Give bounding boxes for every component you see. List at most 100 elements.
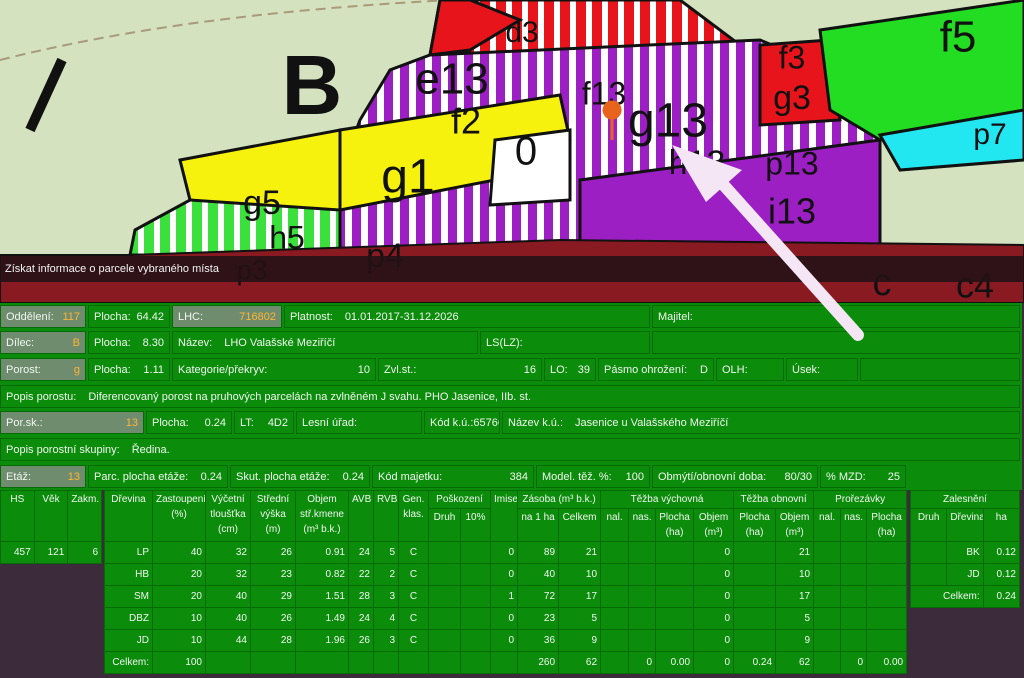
cell-value <box>490 651 519 674</box>
column-subheader: Objem (m³) <box>775 508 815 542</box>
cell-value <box>600 607 630 630</box>
info-cell: OLH: <box>716 358 784 381</box>
field-label: Název: <box>178 336 213 349</box>
field-value: 39 <box>577 363 590 376</box>
info-cell: Parc. plocha etáže: 0.24 <box>88 465 228 488</box>
header-row: HS Věk Zakm. <box>0 490 102 542</box>
cell-value <box>813 607 842 630</box>
field-label: Platnost: <box>290 310 333 323</box>
field-value: D <box>700 363 708 376</box>
cell-value: 5 <box>558 607 602 630</box>
field-label: LT: <box>240 416 254 429</box>
cell-value: 32 <box>205 541 251 564</box>
cell-value <box>866 563 908 586</box>
field-label: Majitel: <box>658 310 693 323</box>
column-header: HS <box>0 490 35 542</box>
field-label: Plocha: <box>152 416 189 429</box>
info-cell: Etáž: 13 <box>0 465 86 488</box>
map-label: g13 <box>628 95 708 148</box>
info-cell: Model. těž. %: 100 <box>536 465 650 488</box>
cell-value: 29 <box>250 585 296 608</box>
field-label: OLH: <box>722 363 748 376</box>
cell-value: 121 <box>33 541 69 564</box>
parcel <box>758 38 842 127</box>
cell-value <box>866 541 908 564</box>
cell-value <box>655 585 695 608</box>
column-subheader: Plocha (ha) <box>655 508 695 542</box>
info-cell: Kód majetku: 384 <box>372 465 534 488</box>
cell-value <box>459 541 492 564</box>
info-cell: Majitel: <box>652 305 1020 328</box>
column-subheader: Objem (m³) <box>693 508 735 542</box>
cell-value: 26 <box>250 607 296 630</box>
info-cell: % MZD: 25 <box>820 465 906 488</box>
field-value: 64.42 <box>136 310 164 323</box>
field-value: 1.11 <box>143 363 164 376</box>
cell-value <box>428 629 461 652</box>
info-cell: LHC: 716802 <box>172 305 282 328</box>
data-row: SM 20 40 29 1.51 28 3 C 1 72 17 0 17 <box>104 585 908 608</box>
info-panel: Oddělení: 117 Plocha: 64.42 LHC: 716802 Platno… <box>0 303 1022 490</box>
column-subheader: nas. <box>628 508 657 542</box>
field-value: 8.30 <box>142 336 164 349</box>
cell-value <box>840 541 868 564</box>
cell-value <box>600 629 630 652</box>
cell-value: 457 <box>0 541 35 564</box>
field-value: 0.24 <box>204 416 226 429</box>
cell-value <box>733 585 777 608</box>
cell-value: C <box>398 585 429 608</box>
column-subheader: nal. <box>600 508 630 542</box>
field-value: 100 <box>625 470 644 483</box>
cell-value: 20 <box>152 563 206 586</box>
cell-value: 6 <box>67 541 102 564</box>
cell-value: 0.00 <box>655 651 695 674</box>
cell-value <box>733 607 777 630</box>
field-label: Por.sk.: <box>6 416 43 429</box>
field-label: Pásmo ohrožení: <box>604 363 688 376</box>
field-value: 10 <box>357 363 370 376</box>
info-cell: Plocha: 0.24 <box>146 411 232 434</box>
column-header: Dřevina <box>104 490 153 542</box>
cell-value: 260 <box>517 651 560 674</box>
cell-value: C <box>398 541 429 564</box>
header-row: Druh Dřevina ha <box>909 508 1021 542</box>
cell-value <box>655 541 695 564</box>
cell-value <box>600 585 630 608</box>
cell-value: 0 <box>693 607 735 630</box>
column-header: Prořezávky <box>813 490 908 509</box>
field-label: Dílec: <box>6 336 35 349</box>
cell-value <box>428 563 461 586</box>
cell-value <box>628 629 657 652</box>
cell-value: 9 <box>558 629 602 652</box>
data-row: JD 0.12 <box>909 563 1021 586</box>
field-label: Plocha: <box>94 336 131 349</box>
info-cell: Kód k.ú.:657662 <box>424 411 500 434</box>
cell-value <box>295 651 349 674</box>
cell-value: 17 <box>558 585 602 608</box>
column-header: Objem stř.kmene (m³ b.k.) <box>295 490 349 542</box>
map-label: 0 <box>515 130 537 174</box>
field-value: LHO Valašské Meziříčí <box>224 336 336 349</box>
column-subheader: Plocha (ha) <box>866 508 908 542</box>
cell-value: 20 <box>152 585 206 608</box>
info-cell: Skut. plocha etáže: 0.24 <box>230 465 370 488</box>
field-label: Lesní úřad: <box>302 416 358 429</box>
cell-value: 0 <box>693 541 735 564</box>
cell-value <box>866 607 908 630</box>
map-label: f5 <box>940 13 977 62</box>
field-value: 4D2 <box>267 416 288 429</box>
map-label: f3 <box>779 39 806 75</box>
cell-value: 40 <box>152 541 206 564</box>
cell-value <box>840 607 868 630</box>
map-label: i13 <box>768 191 816 232</box>
field-value: 16 <box>523 363 536 376</box>
info-cell: Plocha: 1.11 <box>88 358 170 381</box>
cell-value: 26 <box>348 629 374 652</box>
column-subheader: nas. <box>840 508 868 542</box>
parcel <box>428 0 524 57</box>
path <box>0 0 451 61</box>
table-title: Zalesnění <box>910 490 1020 509</box>
info-cell: Platnost: 01.01.2017-31.12.2026 <box>284 305 650 328</box>
field-value: Ředina. <box>131 443 170 456</box>
cell-value: DBZ <box>104 607 153 630</box>
